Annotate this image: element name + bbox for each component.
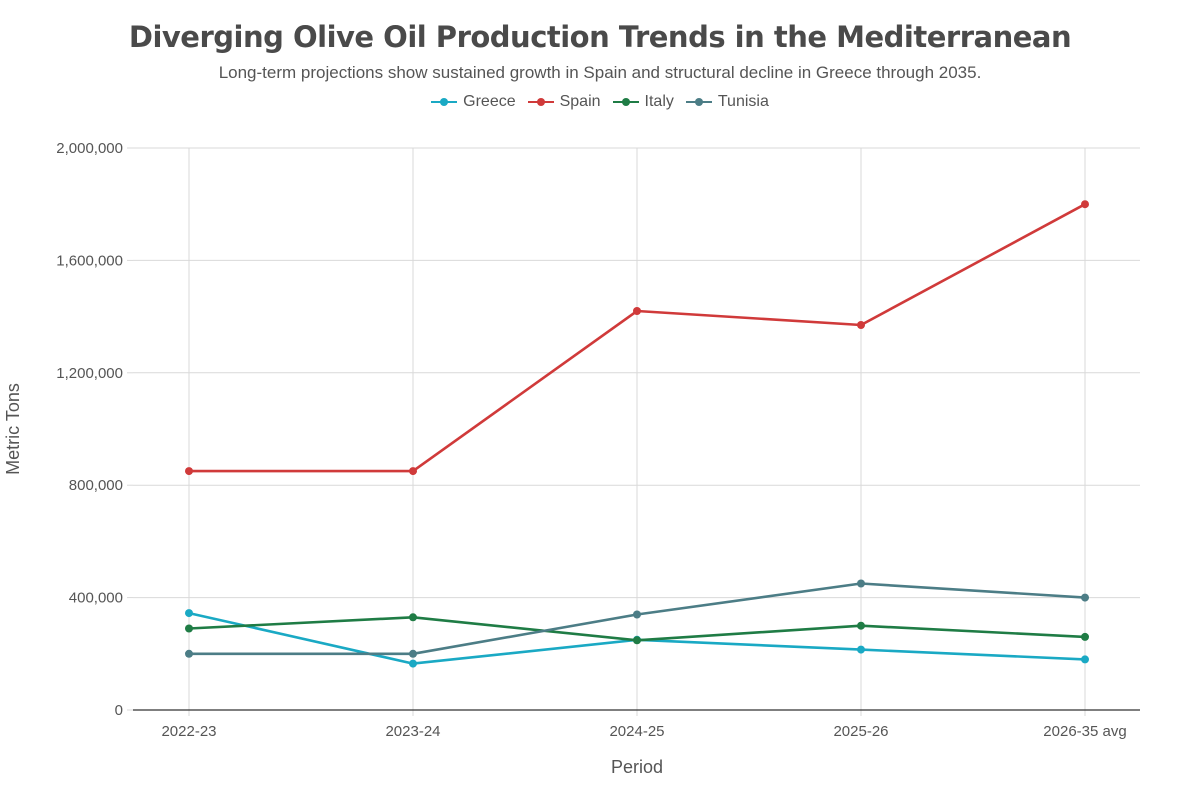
- legend-item-spain[interactable]: Spain: [527, 93, 601, 111]
- legend-swatch-greece: [431, 97, 458, 107]
- x-tick-label: 2024-25: [609, 723, 664, 740]
- x-tick-label: 2026-35 avg: [1043, 723, 1126, 740]
- data-point-greece[interactable]: [857, 645, 865, 654]
- x-tick-label: 2022-23: [161, 723, 216, 740]
- data-point-tunisia[interactable]: [633, 610, 641, 619]
- series-layer: [185, 200, 1089, 668]
- legend-label-tunisia: Tunisia: [717, 93, 769, 110]
- y-axis-title: Metric Tons: [3, 383, 23, 475]
- data-point-spain[interactable]: [857, 321, 865, 329]
- y-tick-label: 400,000: [69, 590, 123, 607]
- data-point-spain[interactable]: [185, 467, 193, 476]
- legend-label-spain: Spain: [559, 93, 601, 110]
- legend-label-greece: Greece: [463, 93, 516, 110]
- y-tick-label: 1,200,000: [56, 365, 123, 382]
- legend-swatch-italy: [612, 97, 639, 107]
- chart-subtitle: Long-term projections show sustained gro…: [218, 63, 982, 82]
- data-point-spain[interactable]: [409, 467, 417, 476]
- x-axis-title: Period: [611, 757, 663, 777]
- y-tick-label: 800,000: [69, 477, 123, 494]
- data-point-greece[interactable]: [185, 609, 193, 618]
- legend: Greece Spain Italy Tunisia: [0, 93, 1200, 111]
- data-point-spain[interactable]: [1081, 200, 1089, 209]
- data-point-italy[interactable]: [185, 624, 193, 633]
- legend-label-italy: Italy: [644, 93, 674, 110]
- data-point-tunisia[interactable]: [409, 649, 417, 658]
- data-point-greece[interactable]: [409, 659, 417, 668]
- y-tick-label: 0: [115, 702, 123, 719]
- chart-title: Diverging Olive Oil Production Trends in…: [128, 20, 1072, 54]
- data-point-spain[interactable]: [633, 307, 641, 315]
- legend-swatch-tunisia: [685, 97, 712, 107]
- y-tick-label: 1,600,000: [56, 252, 123, 269]
- legend-item-tunisia[interactable]: Tunisia: [685, 93, 769, 111]
- data-point-tunisia[interactable]: [857, 579, 865, 588]
- data-point-tunisia[interactable]: [185, 649, 193, 658]
- legend-item-italy[interactable]: Italy: [612, 93, 674, 111]
- x-tick-label: 2023-24: [385, 723, 440, 740]
- data-point-italy[interactable]: [1081, 632, 1089, 641]
- legend-item-greece[interactable]: Greece: [431, 93, 516, 111]
- y-tick-label: 2,000,000: [56, 140, 123, 157]
- data-point-greece[interactable]: [1081, 655, 1089, 664]
- grid-layer: [127, 147, 1140, 716]
- data-point-italy[interactable]: [857, 621, 865, 630]
- data-point-italy[interactable]: [633, 636, 641, 645]
- data-point-italy[interactable]: [409, 613, 417, 622]
- data-point-tunisia[interactable]: [1081, 593, 1089, 602]
- legend-swatch-spain: [527, 97, 554, 107]
- axis-layer: 0 400,000 800,000 1,200,000 1,600,000 2,000,0…: [56, 140, 1140, 740]
- x-tick-label: 2025-26: [833, 723, 888, 740]
